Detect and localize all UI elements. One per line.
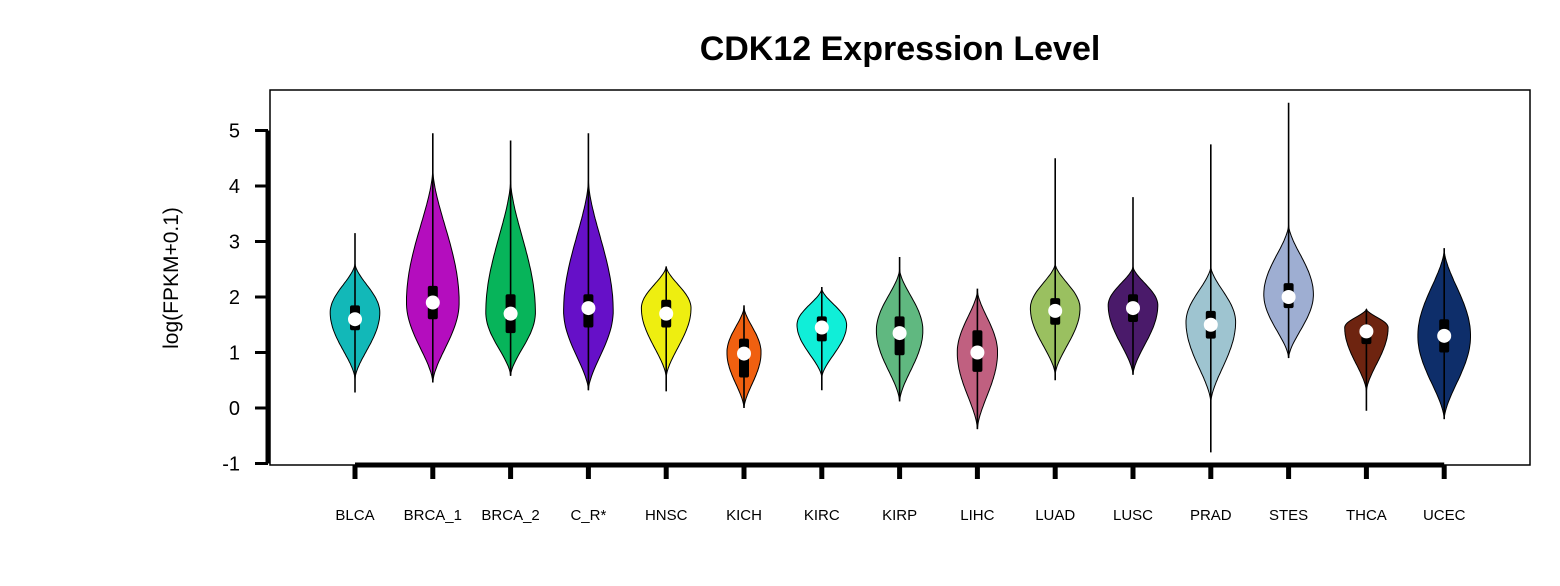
- violin-median-point[interactable]: [814, 320, 829, 335]
- y-tick-label: 2: [229, 287, 240, 309]
- x-tick-label: KIRC: [804, 507, 840, 524]
- violin-group: [563, 133, 614, 391]
- y-tick-label: 1: [229, 343, 240, 365]
- y-tick-label: 5: [229, 121, 240, 143]
- y-tick-label: -1: [222, 454, 240, 476]
- violin-group: [1417, 248, 1471, 420]
- x-tick-label: KICH: [726, 507, 762, 524]
- y-tick-label: 3: [229, 232, 240, 254]
- violin-group: [640, 266, 692, 392]
- violin-median-point[interactable]: [1359, 324, 1374, 339]
- chart-title: CDK12 Expression Level: [700, 30, 1101, 68]
- violin-group: [329, 233, 381, 393]
- x-tick-label: UCEC: [1423, 507, 1466, 524]
- violin-group: [796, 287, 848, 391]
- x-tick-label: THCA: [1346, 507, 1387, 524]
- x-axis: BLCA BRCA_1 BRCA_2 C_R* HNSC KICH KIRC KIRP LIHC…: [335, 462, 1466, 524]
- violin-median-point[interactable]: [659, 306, 674, 321]
- violin-median-point[interactable]: [581, 301, 596, 316]
- y-axis: -1 0 1 2 3 4 5: [222, 121, 271, 476]
- violin-group: [1107, 197, 1159, 375]
- violin-group: [485, 140, 536, 376]
- x-tick-label: HNSC: [645, 507, 688, 524]
- y-tick-label: 0: [229, 398, 240, 420]
- x-tick-label: LUAD: [1035, 507, 1075, 524]
- violin-group: [1263, 102, 1314, 359]
- x-tick-label: BRCA_2: [481, 507, 539, 524]
- violin-group: [1029, 158, 1081, 381]
- violin-group: [726, 305, 762, 409]
- violin-group: [1185, 144, 1237, 453]
- violin-median-point[interactable]: [1281, 290, 1296, 304]
- x-tick-label: BRCA_1: [404, 507, 462, 524]
- violin-median-point[interactable]: [970, 345, 985, 360]
- violin-median-point[interactable]: [1126, 301, 1140, 316]
- x-tick-label: STES: [1269, 507, 1308, 524]
- x-tick-label: BLCA: [335, 507, 374, 524]
- violin-median-point[interactable]: [892, 326, 907, 341]
- violin-group: [1344, 308, 1389, 411]
- violins-layer: [329, 102, 1471, 453]
- x-tick-label: LIHC: [960, 507, 994, 524]
- y-axis-label: log(FPKM+0.1): [160, 207, 183, 349]
- y-tick-label: 4: [229, 176, 240, 198]
- violin-median-point[interactable]: [348, 312, 362, 327]
- x-tick-label: PRAD: [1190, 507, 1232, 524]
- violin-median-point[interactable]: [737, 346, 751, 361]
- violin-median-point[interactable]: [425, 295, 440, 310]
- violin-group: [406, 133, 460, 383]
- violin-median-point[interactable]: [1203, 317, 1218, 332]
- violin-group: [956, 288, 998, 430]
- violin-group: [875, 257, 924, 402]
- x-tick-label: C_R*: [570, 507, 606, 524]
- violin-median-point[interactable]: [1437, 328, 1452, 343]
- violin-median-point[interactable]: [503, 306, 518, 321]
- violin-median-point[interactable]: [1048, 303, 1063, 318]
- x-tick-label: LUSC: [1113, 507, 1153, 524]
- x-tick-label: KIRP: [882, 507, 917, 524]
